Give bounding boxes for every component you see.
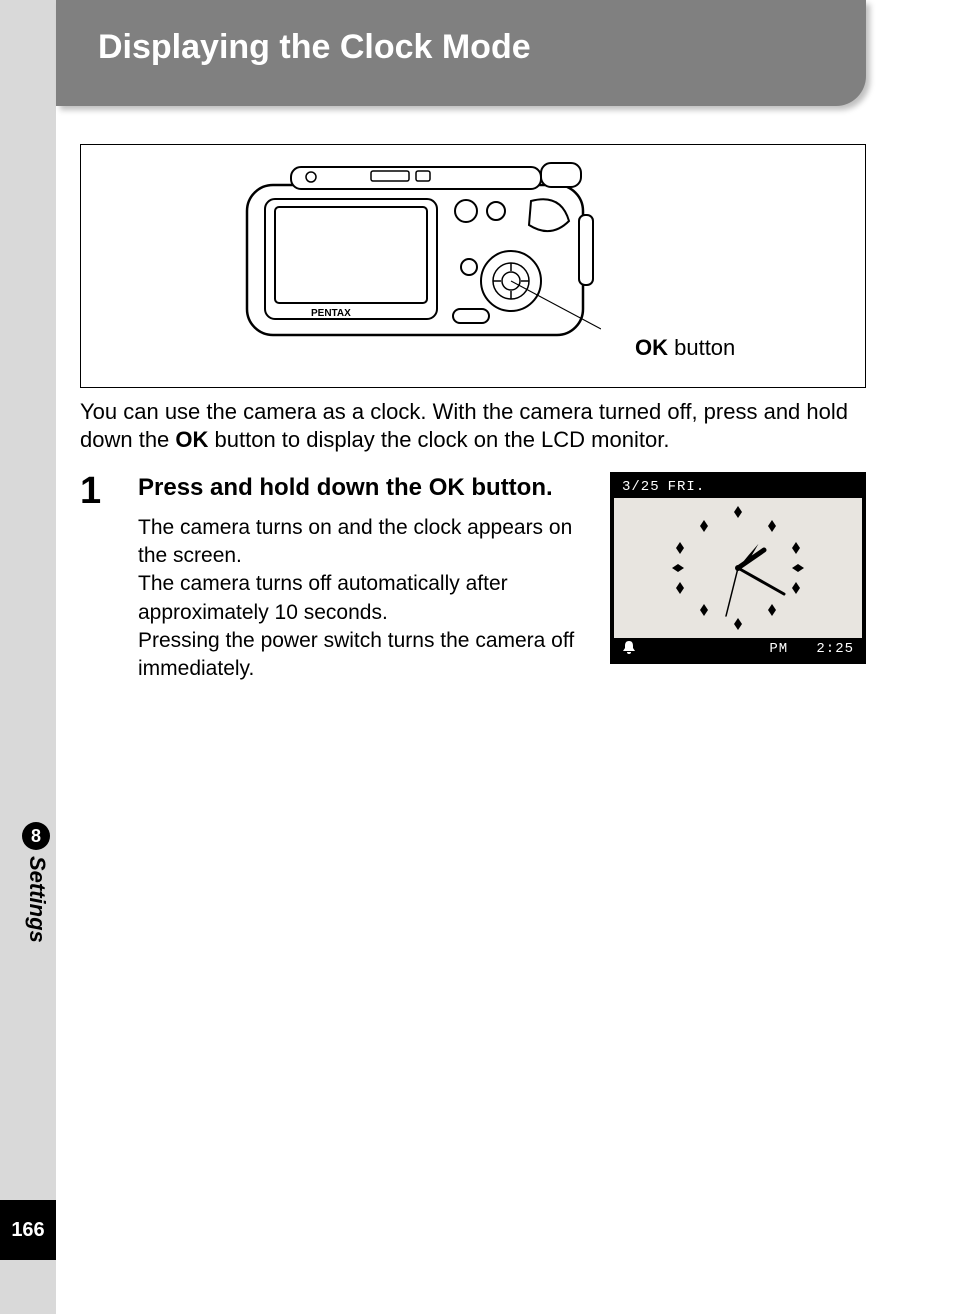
step-1: 1 Press and hold down the OK button. The… (80, 472, 866, 683)
step-body-2: The camera turns off automatically after… (138, 570, 584, 627)
lcd-bottom-bar: PM 2:25 (614, 638, 862, 660)
page-title-bar: Displaying the Clock Mode (56, 0, 866, 106)
step-body-1: The camera turns on and the clock appear… (138, 514, 584, 571)
page-number: 166 (0, 1200, 56, 1260)
chapter-number-badge: 8 (22, 822, 50, 850)
chapter-label: Settings (22, 856, 50, 943)
step-text-column: Press and hold down the OK button. The c… (138, 472, 584, 683)
lcd-top-bar: 3/25 FRI. (614, 476, 862, 498)
step-heading: Press and hold down the OK button. (138, 472, 584, 503)
lcd-frame: 3/25 FRI. (610, 472, 866, 664)
ok-label-rest: button (668, 335, 735, 360)
intro-ok: OK (175, 427, 208, 452)
step-heading-ok: OK (429, 474, 465, 501)
step-heading-pre: Press and hold down the (138, 474, 429, 501)
camera-brand-text: PENTAX (311, 308, 351, 319)
step-body: The camera turns on and the clock appear… (138, 514, 584, 684)
intro-text-2: button to display the clock on the LCD m… (208, 427, 669, 452)
page-title: Displaying the Clock Mode (98, 28, 866, 67)
camera-diagram-box: PENTAX OK button (80, 144, 866, 388)
lcd-time-group: PM 2:25 (769, 641, 854, 657)
alarm-icon (622, 640, 636, 659)
lcd-date: 3/25 (622, 479, 660, 495)
content-area: PENTAX OK button You (80, 144, 866, 684)
ok-label-bold: OK (635, 335, 668, 360)
lcd-clock-face (614, 498, 862, 638)
step-body-3: Pressing the power switch turns the came… (138, 627, 584, 684)
lcd-preview: 3/25 FRI. (610, 472, 866, 683)
step-heading-post: button. (465, 474, 553, 501)
lcd-day: FRI. (668, 479, 706, 495)
camera-illustration: PENTAX (241, 161, 601, 361)
step-number: 1 (80, 472, 120, 683)
intro-paragraph: You can use the camera as a clock. With … (80, 398, 866, 454)
lcd-ampm: PM (769, 641, 788, 657)
ok-button-callout: OK button (635, 335, 735, 361)
lcd-time: 2:25 (816, 641, 854, 657)
left-rail: 8 Settings 166 (0, 0, 56, 1314)
